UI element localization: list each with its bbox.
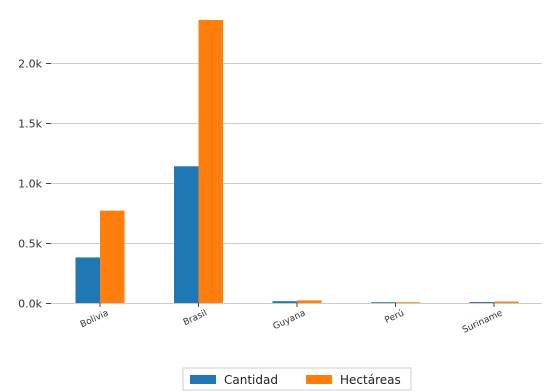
bar-hectreas-bolivia [100,210,125,303]
y-tick-label: 0.5k [18,238,42,251]
legend-label-cantidad: Cantidad [224,373,278,387]
bar-cantidad-guyana [272,301,297,303]
legend-swatch-hectareas [306,375,332,384]
legend-box [182,367,412,391]
legend-swatch-cantidad [190,375,216,384]
bar-cantidad-suriname [469,302,494,303]
bar-cantidad-bolivia [75,257,100,303]
x-tick-label: Brasil [182,308,209,328]
x-tick-labels: Bolivia Brasil Guyana Perú Suriname [79,303,505,336]
bar-hectreas-suriname [494,301,519,303]
bar-hectreas-guyana [297,300,322,303]
x-tick-label: Bolivia [79,308,110,330]
y-tick-label: 2.0k [18,58,42,71]
gridlines [51,63,542,244]
y-tick-label: 1.0k [18,178,42,191]
y-tick-label: 1.5k [18,118,42,131]
bar-cantidad-per [371,302,396,303]
y-axis: 0.0k 0.5k 1.0k 1.5k 2.0k [18,58,51,311]
bars [75,20,519,303]
bar-hectreas-per [395,302,420,303]
y-tick-label: 0.0k [18,298,42,311]
bar-hectreas-brasil [198,20,223,303]
x-tick-label: Perú [383,308,405,326]
x-tick-label: Suriname [461,308,505,335]
bar-cantidad-brasil [174,166,199,303]
legend-label-hectareas: Hectáreas [340,373,401,387]
x-tick-label: Guyana [272,308,308,332]
legend: Cantidad Hectáreas [182,367,412,391]
